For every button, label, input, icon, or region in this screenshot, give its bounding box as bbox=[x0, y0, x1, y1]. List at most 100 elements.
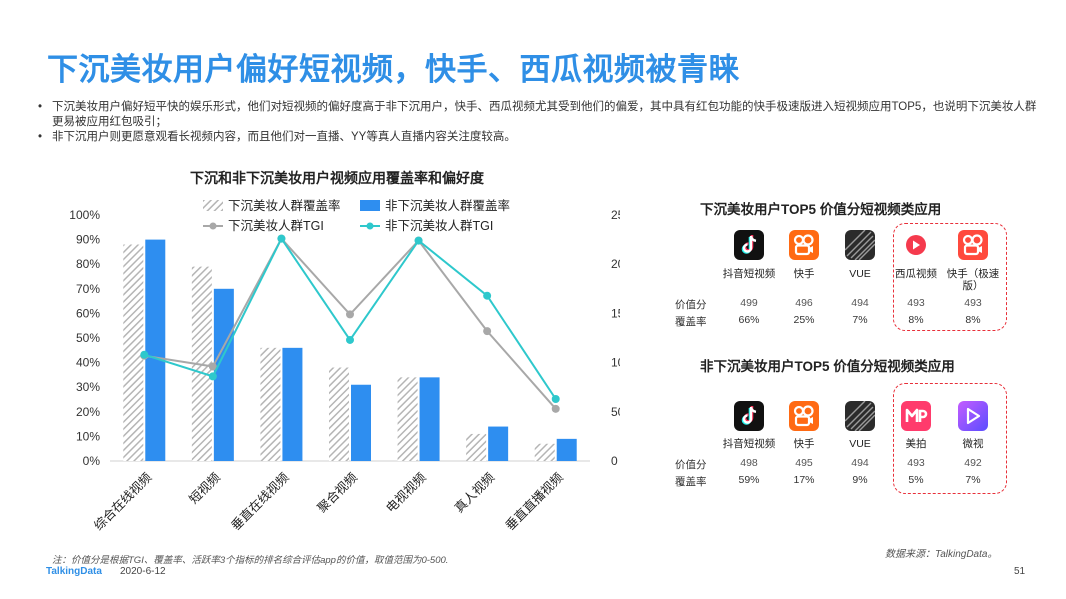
panel2-app-score: 494 bbox=[851, 457, 869, 469]
panel1-app-name: 快手（极速版） bbox=[946, 268, 1000, 292]
x-tick-label: 综合在线视频 bbox=[91, 469, 155, 533]
point-non-downstream-tgi bbox=[483, 291, 492, 300]
point-non-downstream-tgi bbox=[346, 335, 354, 344]
data-source: 数据来源：TalkingData。 bbox=[885, 549, 998, 560]
y-left-tick-label: 10% bbox=[76, 429, 100, 443]
x-tick-label: 垂直直播视频 bbox=[502, 469, 566, 533]
point-downstream-tgi bbox=[208, 362, 217, 371]
panel2-app-name: VUE bbox=[849, 438, 871, 450]
panel1-app-name: 抖音短视频 bbox=[722, 268, 776, 280]
point-downstream-tgi bbox=[483, 327, 492, 336]
panel2-app-coverage: 59% bbox=[738, 474, 760, 486]
panel1-app-coverage: 25% bbox=[793, 314, 815, 326]
kuaishou-icon bbox=[789, 401, 819, 431]
y-left-tick-label: 20% bbox=[76, 405, 100, 419]
bar-non-downstream-coverage bbox=[145, 239, 166, 461]
y-left-tick-label: 50% bbox=[76, 331, 100, 345]
y-left-tick-label: 0% bbox=[83, 454, 101, 468]
legend-label: 非下沉美妆人群TGI bbox=[385, 219, 493, 233]
point-non-downstream-tgi bbox=[414, 236, 423, 245]
y-right-tick-label: 50 bbox=[611, 405, 620, 419]
bullet-item: 非下沉用户则更愿意观看长视频内容，而且他们对一直播、YY等真人直播内容关注度较高… bbox=[38, 130, 1038, 145]
panel1-app-score: 496 bbox=[795, 297, 813, 309]
bar-non-downstream-coverage bbox=[351, 384, 371, 461]
panel1-highlight-box bbox=[893, 223, 1007, 331]
point-downstream-tgi bbox=[551, 404, 560, 413]
x-tick-label: 垂直在线视频 bbox=[228, 469, 292, 533]
bar-non-downstream-coverage bbox=[282, 347, 303, 461]
bullet-list: 下沉美妆用户偏好短平快的娱乐形式，他们对短视频的偏好度高于非下沉用户，快手、西瓜… bbox=[38, 100, 1038, 145]
bar-downstream-coverage bbox=[123, 244, 144, 461]
y-left-tick-label: 90% bbox=[76, 233, 100, 247]
panel2-app-coverage: 9% bbox=[852, 474, 868, 486]
y-right-tick-label: 250 bbox=[611, 208, 620, 222]
point-non-downstream-tgi bbox=[208, 372, 217, 381]
bar-downstream-coverage bbox=[329, 367, 349, 461]
panel2-highlight-box bbox=[893, 383, 1007, 494]
panel2-app-score: 495 bbox=[795, 457, 813, 469]
panel2-app-score: 493 bbox=[907, 457, 925, 469]
kuaishou-icon bbox=[789, 230, 819, 260]
legend-label: 下沉美妆人群TGI bbox=[228, 219, 324, 233]
weishi-icon bbox=[958, 401, 988, 431]
legend-swatch-marker bbox=[209, 222, 217, 230]
panel1-app-coverage: 7% bbox=[852, 314, 868, 326]
combo-chart: 0% 10% 20% 30% 40% 50% 60% 70% 80% 90% 100% 0 50 100 1… bbox=[69, 198, 620, 533]
panel2-app-coverage: 7% bbox=[965, 474, 981, 486]
y-right-tick-label: 0 bbox=[611, 454, 618, 468]
bar-downstream-coverage bbox=[397, 377, 418, 461]
footnote: 注：价值分是根据TGI、覆盖率、活跃率3个指标的排名综合评估app的价值，取值范… bbox=[52, 555, 449, 566]
panel1-row-label-coverage: 覆盖率 bbox=[675, 316, 707, 328]
legend-swatch-non-downstream-coverage bbox=[360, 200, 380, 211]
legend-label: 下沉美妆人群覆盖率 bbox=[228, 198, 341, 213]
panel2-title: 非下沉美妆用户TOP5 价值分短视频类应用 bbox=[700, 359, 955, 374]
panel2-row-label-score: 价值分 bbox=[675, 459, 707, 471]
y-right-tick-label: 150 bbox=[611, 306, 620, 320]
panel1-app-score: 493 bbox=[907, 297, 925, 309]
bar-downstream-coverage bbox=[466, 433, 487, 461]
page-title: 下沉美妆用户偏好短视频，快手、西瓜视频被青睐 bbox=[47, 52, 740, 87]
panel2-app-name: 抖音短视频 bbox=[722, 438, 776, 450]
panel2-app-coverage: 17% bbox=[793, 474, 815, 486]
y-left-tick-label: 100% bbox=[69, 208, 100, 222]
vue-icon bbox=[845, 401, 875, 431]
bullet-item: 下沉美妆用户偏好短平快的娱乐形式，他们对短视频的偏好度高于非下沉用户，快手、西瓜… bbox=[38, 100, 1038, 130]
point-non-downstream-tgi bbox=[277, 234, 286, 243]
kuaishou-lite-icon bbox=[958, 230, 988, 260]
bar-non-downstream-coverage bbox=[488, 426, 509, 461]
panel2-app-coverage: 5% bbox=[908, 474, 924, 486]
panel1-app-coverage: 8% bbox=[965, 314, 981, 326]
vue-icon bbox=[845, 230, 875, 260]
panel2-app-name: 美拍 bbox=[905, 438, 927, 450]
panel1-app-name: VUE bbox=[849, 268, 871, 280]
legend-swatch-downstream-coverage bbox=[203, 200, 223, 211]
panel1-app-score: 494 bbox=[851, 297, 869, 309]
point-non-downstream-tgi bbox=[551, 395, 560, 404]
bar-non-downstream-coverage bbox=[213, 288, 234, 461]
page-number: 51 bbox=[1014, 566, 1026, 577]
x-tick-label: 短视频 bbox=[186, 469, 223, 506]
bar-downstream-coverage bbox=[534, 443, 555, 461]
y-left-tick-label: 70% bbox=[76, 282, 100, 296]
xigua-icon bbox=[901, 230, 931, 260]
y-left-tick-label: 80% bbox=[76, 257, 100, 271]
panel1-app-score: 493 bbox=[964, 297, 982, 309]
legend-swatch-marker bbox=[366, 222, 374, 230]
y-left-tick-label: 60% bbox=[76, 306, 100, 320]
x-tick-label: 电视视频 bbox=[383, 469, 429, 515]
x-tick-label: 聚合视频 bbox=[314, 469, 360, 515]
panel2-app-name: 快手 bbox=[793, 438, 815, 450]
panel1-title: 下沉美妆用户TOP5 价值分短视频类应用 bbox=[700, 202, 942, 217]
panel1-app-coverage: 8% bbox=[908, 314, 924, 326]
panel2-app-score: 498 bbox=[740, 457, 758, 469]
point-non-downstream-tgi bbox=[140, 350, 149, 359]
bar-non-downstream-coverage bbox=[419, 377, 440, 461]
y-right-tick-label: 100 bbox=[611, 356, 620, 370]
bar-non-downstream-coverage bbox=[556, 438, 577, 461]
x-tick-label: 真人视频 bbox=[451, 469, 497, 515]
douyin-icon bbox=[734, 230, 764, 260]
panel1-app-name: 快手 bbox=[793, 268, 815, 280]
panel2-app-name: 微视 bbox=[962, 438, 984, 450]
panel2-app-score: 492 bbox=[964, 457, 982, 469]
talkingdata-logo: TalkingData bbox=[46, 566, 102, 577]
